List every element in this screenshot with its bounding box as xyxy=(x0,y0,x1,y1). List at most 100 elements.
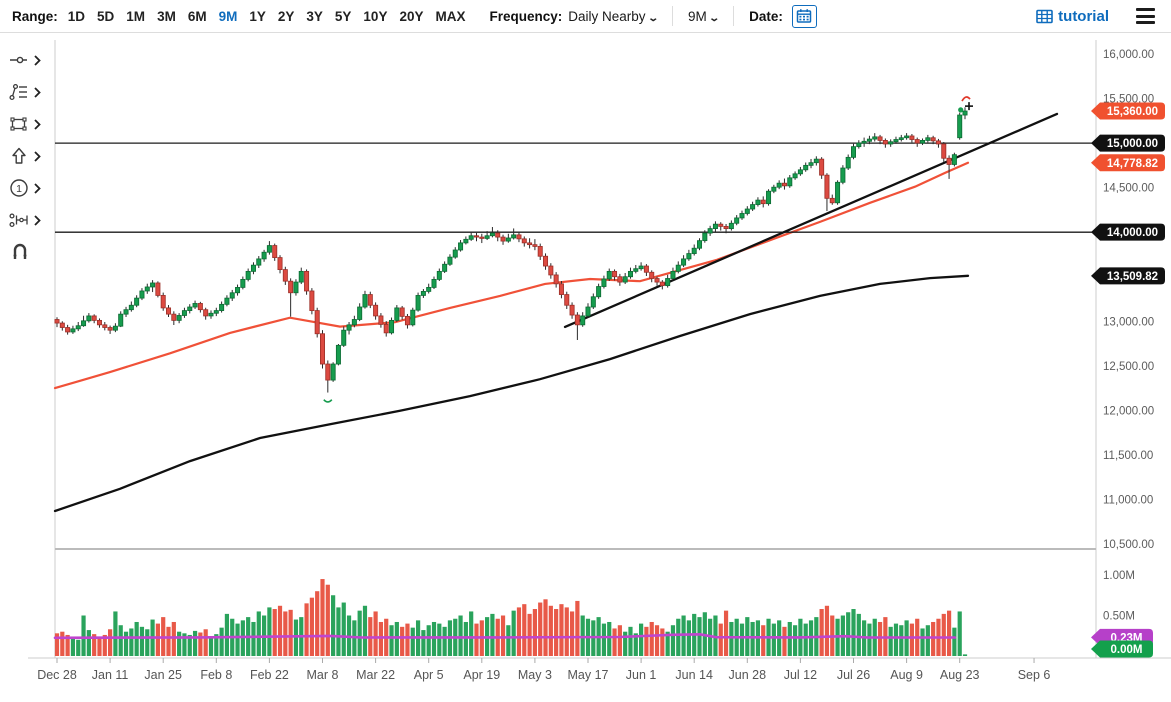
frequency-value: Daily Nearby xyxy=(568,8,646,24)
drawing-tools-sidebar: 1 xyxy=(0,40,62,264)
range-option-3m[interactable]: 3M xyxy=(157,8,176,24)
shape-tool[interactable] xyxy=(8,112,62,136)
range-option-6m[interactable]: 6M xyxy=(187,8,207,24)
brand[interactable]: tutorial xyxy=(1036,8,1109,25)
trendline-icon xyxy=(10,56,27,64)
svg-text:Jan 25: Jan 25 xyxy=(144,668,182,682)
arrow-tool[interactable] xyxy=(8,144,62,168)
svg-text:Jan 11: Jan 11 xyxy=(92,668,129,682)
magnet-tool[interactable] xyxy=(8,240,62,264)
svg-text:1: 1 xyxy=(16,183,22,195)
svg-text:Dec 28: Dec 28 xyxy=(37,668,77,682)
frequency-label: Frequency: xyxy=(489,8,563,24)
range-option-2y[interactable]: 2Y xyxy=(277,8,295,24)
svg-text:14,778.82: 14,778.82 xyxy=(1107,158,1158,170)
calendar-icon xyxy=(797,9,812,23)
circled-one-icon: 1 xyxy=(10,179,28,197)
divider xyxy=(671,6,673,26)
range-option-5y[interactable]: 5Y xyxy=(334,8,352,24)
squiggle-marker xyxy=(961,96,971,102)
svg-text:11,000.00: 11,000.00 xyxy=(1103,494,1153,506)
submenu-chevron-icon xyxy=(34,214,41,226)
range-option-5d[interactable]: 5D xyxy=(97,8,115,24)
range-options: 1D 5D 1M 3M 6M 9M 1Y 2Y 3Y 5Y 10Y 20Y MAX xyxy=(67,9,467,24)
axis-price-tag[interactable]: 15,360.00 xyxy=(1091,102,1165,120)
svg-text:16,000.00: 16,000.00 xyxy=(1103,49,1154,61)
axis-price-tag[interactable]: 14,000.00 xyxy=(1091,223,1165,241)
svg-text:10,500.00: 10,500.00 xyxy=(1103,539,1154,551)
svg-text:12,500.00: 12,500.00 xyxy=(1103,361,1154,373)
axis-price-tag[interactable]: 15,000.00 xyxy=(1091,134,1165,152)
time-axis-labels: Dec 28 Jan 11 Jan 25 Feb 8 Feb 22 Mar 8 Mar 22… xyxy=(37,658,1050,682)
volume-average-line[interactable] xyxy=(53,632,957,640)
axis-price-tag[interactable]: 14,778.82 xyxy=(1091,154,1165,172)
submenu-chevron-icon xyxy=(34,150,41,162)
svg-text:Jul 12: Jul 12 xyxy=(784,668,817,682)
toolbar: Range: 1D 5D 1M 3M 6M 9M 1Y 2Y 3Y 5Y 10Y 20Y MAX Fre… xyxy=(0,0,1171,33)
period-value: 9M xyxy=(687,8,707,24)
range-option-9m[interactable]: 9M xyxy=(218,8,238,24)
range-option-10y[interactable]: 10Y xyxy=(363,8,388,24)
svg-text:15,360.00: 15,360.00 xyxy=(1107,106,1158,118)
svg-text:Mar 22: Mar 22 xyxy=(356,668,395,682)
svg-text:11,500.00: 11,500.00 xyxy=(1103,450,1153,462)
submenu-chevron-icon xyxy=(34,86,41,98)
dot-marker xyxy=(958,107,964,113)
svg-text:Feb 8: Feb 8 xyxy=(200,668,232,682)
svg-text:Feb 22: Feb 22 xyxy=(250,668,289,682)
svg-text:12,000.00: 12,000.00 xyxy=(1103,405,1154,417)
svg-text:14,000.00: 14,000.00 xyxy=(1107,227,1158,239)
svg-text:Sep 6: Sep 6 xyxy=(1018,668,1051,682)
chevron-down-icon: ⌄ xyxy=(646,12,659,24)
fibonacci-tool[interactable] xyxy=(8,80,62,104)
arrow-up-icon xyxy=(12,147,26,164)
submenu-chevron-icon xyxy=(34,54,41,66)
svg-text:Jul 26: Jul 26 xyxy=(837,668,870,682)
svg-text:15,000.00: 15,000.00 xyxy=(1107,138,1158,150)
measure-icon xyxy=(9,213,28,228)
svg-text:Apr 5: Apr 5 xyxy=(414,668,444,682)
trendline-tool[interactable] xyxy=(8,48,62,72)
magnet-icon xyxy=(13,243,27,259)
range-option-3y[interactable]: 3Y xyxy=(306,8,323,24)
svg-text:Apr 19: Apr 19 xyxy=(463,668,500,682)
period-select[interactable]: 9M⌄ xyxy=(687,8,720,24)
svg-text:May 3: May 3 xyxy=(518,668,552,682)
axis-price-tag[interactable]: 13,509.82 xyxy=(1091,267,1165,285)
range-option-1d[interactable]: 1D xyxy=(67,8,86,24)
submenu-chevron-icon xyxy=(34,182,41,194)
date-label: Date: xyxy=(749,8,783,24)
svg-text:Mar 8: Mar 8 xyxy=(307,668,339,682)
rectangle-shape-icon xyxy=(10,117,27,131)
svg-text:Jun 1: Jun 1 xyxy=(626,668,657,682)
svg-text:Aug 9: Aug 9 xyxy=(890,668,923,682)
svg-text:13,000.00: 13,000.00 xyxy=(1103,316,1154,328)
red-moving-average-line[interactable] xyxy=(53,161,970,390)
arc-marker xyxy=(323,399,333,403)
submenu-chevron-icon xyxy=(34,118,41,130)
range-option-1m[interactable]: 1M xyxy=(126,8,146,24)
brand-name: tutorial xyxy=(1058,7,1109,25)
range-option-1y[interactable]: 1Y xyxy=(249,8,266,24)
svg-text:Aug 23: Aug 23 xyxy=(940,668,980,682)
axis-price-tag[interactable]: 0.00M xyxy=(1091,640,1153,658)
range-option-20y[interactable]: 20Y xyxy=(399,8,424,24)
annotation-number-tool[interactable]: 1 xyxy=(8,176,62,200)
svg-text:1.00M: 1.00M xyxy=(1103,570,1135,582)
chevron-down-icon: ⌄ xyxy=(708,12,720,24)
range-option-max[interactable]: MAX xyxy=(435,8,466,24)
menu-button[interactable] xyxy=(1134,6,1157,26)
measure-tool[interactable] xyxy=(8,208,62,232)
trendline-drawing[interactable] xyxy=(563,112,1059,329)
svg-text:Jun 28: Jun 28 xyxy=(729,668,767,682)
svg-text:13,509.82: 13,509.82 xyxy=(1107,271,1158,283)
svg-text:Jun 14: Jun 14 xyxy=(675,668,713,682)
black-moving-average-line[interactable] xyxy=(53,274,970,513)
film-grid-icon xyxy=(1036,9,1053,23)
date-picker-button[interactable] xyxy=(791,4,817,28)
svg-text:May 17: May 17 xyxy=(568,668,609,682)
divider xyxy=(733,6,735,26)
cross-marker xyxy=(965,102,974,111)
frequency-select[interactable]: Daily Nearby⌄ xyxy=(568,8,659,24)
